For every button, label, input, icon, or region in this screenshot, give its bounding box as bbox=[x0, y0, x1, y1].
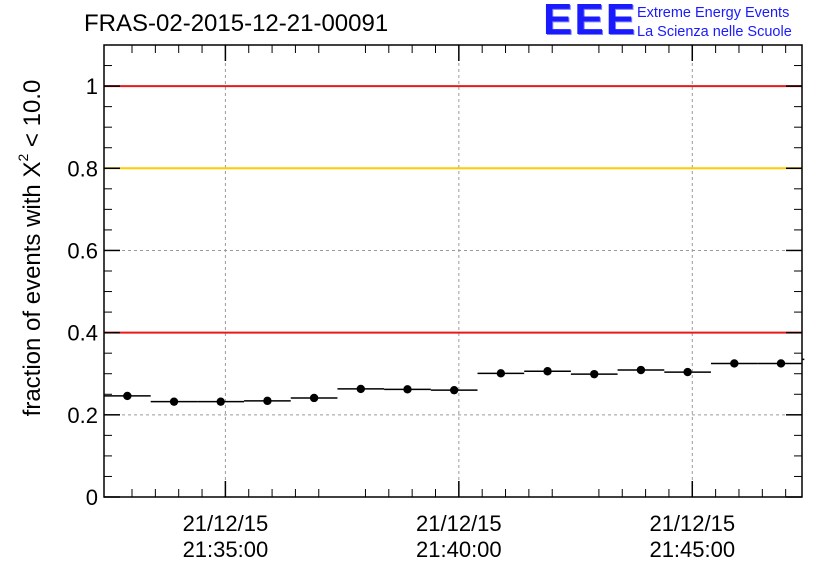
y-tick-label: 1 bbox=[86, 74, 98, 99]
reference-lines-layer bbox=[104, 85, 802, 334]
logo-mark: EEE bbox=[543, 0, 638, 44]
y-tick-label: 0 bbox=[86, 485, 98, 510]
data-point bbox=[683, 367, 692, 377]
plot-frame bbox=[103, 44, 803, 498]
y-tick-label: 0.8 bbox=[67, 156, 98, 181]
data-point bbox=[123, 391, 132, 401]
logo-line-2: La Scienza nelle Scuole bbox=[637, 24, 792, 40]
eee-logo: EEE Extreme Energy Events La Scienza nel… bbox=[543, 0, 833, 44]
data-point bbox=[263, 396, 272, 406]
y-tick-label: 0.2 bbox=[67, 403, 98, 428]
data-point bbox=[730, 359, 739, 368]
data-point bbox=[543, 367, 552, 376]
x-tick-label-date: 21/12/15 bbox=[183, 511, 269, 536]
y-tick-label: 0.4 bbox=[67, 321, 98, 346]
data-point bbox=[216, 397, 225, 406]
tick-labels-layer: 00.20.40.60.8121/12/1521:35:0021/12/1521… bbox=[67, 74, 735, 562]
x-tick-label-time: 21:40:00 bbox=[416, 537, 502, 562]
x-tick-label-date: 21/12/15 bbox=[649, 511, 735, 536]
data-point bbox=[776, 359, 786, 368]
data-point bbox=[356, 384, 365, 394]
data-point bbox=[449, 385, 459, 395]
x-tick-label-time: 21:35:00 bbox=[183, 537, 269, 562]
data-point bbox=[636, 365, 646, 375]
data-point bbox=[590, 369, 599, 379]
x-tick-label-time: 21:45:00 bbox=[649, 537, 735, 562]
x-tick-label-date: 21/12/15 bbox=[416, 511, 502, 536]
y-tick-label: 0.6 bbox=[67, 238, 98, 263]
data-point bbox=[309, 393, 319, 403]
data-point bbox=[169, 397, 179, 406]
grid-layer bbox=[104, 45, 802, 497]
data-point bbox=[403, 385, 412, 394]
ticks-layer bbox=[104, 44, 802, 498]
data-layer bbox=[104, 358, 805, 406]
run-title: FRAS-02-2015-12-21-00091 bbox=[84, 10, 389, 37]
data-point bbox=[496, 369, 506, 378]
logo-line-1: Extreme Energy Events bbox=[637, 5, 790, 21]
